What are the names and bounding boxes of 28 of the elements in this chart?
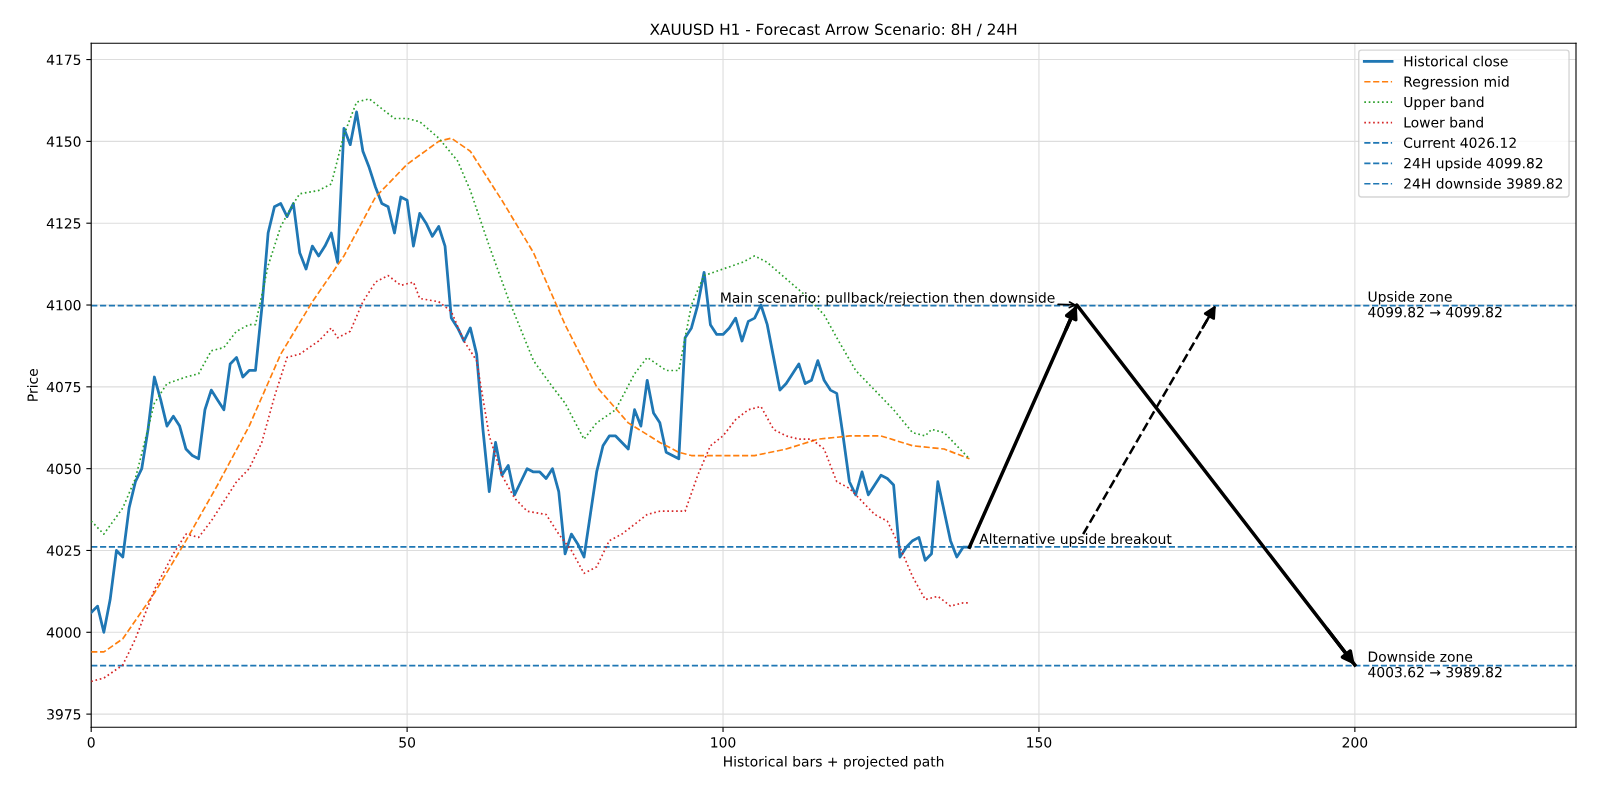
- legend-label: Historical close: [1404, 55, 1508, 67]
- legend-label: 24H downside 3989.82: [1404, 178, 1563, 189]
- legend-label: 24H upside 4099.82: [1404, 157, 1543, 172]
- y-tick-label: 4100: [46, 299, 81, 311]
- annotation: Main scenario: pullback/rejection then downside: [721, 292, 1055, 306]
- y-tick-label: 4125: [46, 218, 81, 229]
- legend-label: Upper band: [1404, 96, 1484, 110]
- y-tick-label: 4150: [46, 136, 81, 147]
- annotation: Alternative upside breakout: [979, 533, 1172, 547]
- annotation: Upside zone 4099.82 → 4099.82: [1368, 291, 1502, 318]
- legend-label: Regression mid: [1404, 76, 1509, 90]
- legend-label: Current 4026.12: [1403, 137, 1516, 148]
- y-tick-label: 4075: [46, 381, 81, 393]
- y-tick-label: 4025: [46, 545, 81, 556]
- y-tick-label: 4175: [46, 54, 81, 66]
- chart-title: XAUUSD H1 - Forecast Arrow Scenario: 8H / 24H: [650, 23, 1017, 37]
- x-axis-title: Historical bars + projected path: [724, 755, 944, 770]
- x-tick-label: 200: [1342, 737, 1368, 748]
- y-tick-label: 3975: [47, 709, 81, 720]
- legend-label: Lower band: [1404, 116, 1483, 128]
- x-tick-label: 0: [87, 737, 95, 748]
- x-tick-label: 100: [711, 737, 736, 748]
- x-tick-label: 50: [399, 737, 416, 748]
- y-tick-label: 4000: [46, 627, 81, 638]
- y-axis-title: Price: [27, 369, 38, 401]
- y-tick-label: 4050: [46, 463, 81, 475]
- x-tick-label: 150: [1027, 737, 1052, 748]
- annotation: Downside zone 4003.62 → 3989.82: [1368, 651, 1502, 678]
